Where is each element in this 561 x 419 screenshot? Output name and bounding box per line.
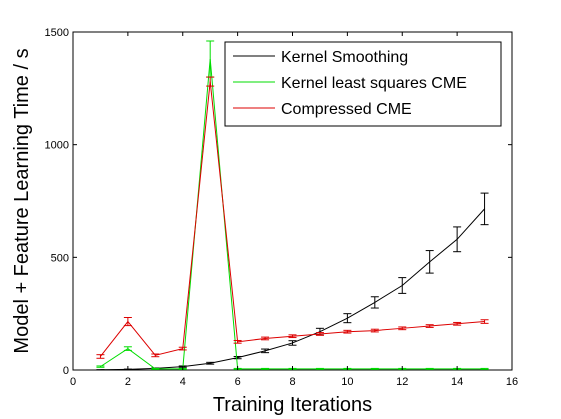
legend-entry: Compressed CME (281, 101, 412, 118)
x-tick-label: 0 (70, 376, 76, 388)
x-tick-label: 12 (396, 376, 408, 388)
y-axis-label: Model + Feature Learning Time / s (11, 48, 33, 353)
error-bar (233, 355, 242, 360)
error-bar (315, 332, 324, 336)
error-bar (453, 226, 462, 253)
error-bar (398, 326, 407, 331)
error-bar (453, 321, 462, 326)
error-bar (123, 346, 132, 351)
error-bar (370, 367, 379, 370)
error-bar (480, 319, 489, 324)
error-bar (261, 367, 270, 370)
error-bar (425, 324, 434, 328)
legend-entry: Kernel least squares CME (281, 75, 467, 92)
legend: Kernel Smoothing Kernel least squares CME… (224, 41, 502, 127)
error-bar (261, 336, 270, 341)
y-tick-label: 1000 (45, 140, 69, 152)
error-bar (178, 346, 187, 351)
series-1 (96, 192, 489, 371)
x-tick-label: 10 (341, 376, 353, 388)
error-bar (123, 316, 132, 327)
error-bar (480, 367, 489, 370)
error-bar (288, 334, 297, 339)
x-tick-label: 8 (289, 376, 295, 388)
error-bar (96, 354, 105, 359)
error-bar (398, 277, 407, 294)
error-bar (425, 250, 434, 274)
error-bar (206, 76, 215, 87)
error-bar (343, 329, 352, 334)
y-tick-label: 500 (51, 252, 69, 264)
x-tick-label: 14 (451, 376, 463, 388)
x-tick-label: 4 (180, 376, 186, 388)
x-tick-label: 16 (506, 376, 518, 388)
error-bar (96, 365, 105, 368)
y-tick-label: 1500 (45, 27, 69, 39)
error-bar (288, 340, 297, 346)
axis-ticks: 0 2 4 6 8 10 12 14 16 0 500 1000 1500 (45, 27, 519, 388)
error-bar (425, 367, 434, 370)
error-bar (233, 339, 242, 344)
error-bar (151, 353, 160, 358)
error-bar (315, 367, 324, 370)
error-bar (480, 192, 489, 226)
error-bar (370, 296, 379, 309)
error-bar (370, 328, 379, 333)
error-bar (261, 348, 270, 354)
y-tick-label: 0 (63, 365, 69, 377)
error-bar (151, 367, 160, 370)
series-3 (96, 76, 489, 359)
legend-entry: Kernel Smoothing (281, 49, 408, 66)
error-bar (343, 313, 352, 324)
x-tick-label: 2 (125, 376, 131, 388)
error-bar (206, 40, 215, 78)
x-axis-label: Training Iterations (213, 394, 372, 416)
error-bar (206, 361, 215, 365)
x-tick-label: 6 (235, 376, 241, 388)
